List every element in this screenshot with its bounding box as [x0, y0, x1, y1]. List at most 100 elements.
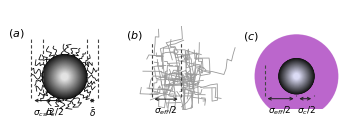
Circle shape	[44, 56, 85, 97]
Circle shape	[268, 47, 325, 105]
Circle shape	[280, 60, 313, 92]
Circle shape	[274, 54, 319, 98]
Circle shape	[271, 50, 322, 102]
Circle shape	[276, 56, 317, 97]
Circle shape	[268, 48, 325, 104]
Circle shape	[280, 60, 313, 93]
Circle shape	[282, 62, 310, 90]
Circle shape	[271, 51, 322, 101]
Circle shape	[262, 42, 331, 111]
Circle shape	[258, 37, 335, 115]
Circle shape	[255, 35, 338, 118]
Circle shape	[267, 47, 326, 106]
Circle shape	[284, 63, 309, 89]
Circle shape	[49, 61, 80, 92]
Circle shape	[276, 56, 316, 96]
Circle shape	[271, 51, 322, 102]
Circle shape	[53, 65, 76, 89]
Circle shape	[286, 66, 307, 87]
Circle shape	[282, 62, 311, 91]
Circle shape	[279, 59, 314, 93]
Circle shape	[56, 68, 74, 86]
Circle shape	[47, 59, 82, 94]
Circle shape	[269, 49, 324, 103]
Circle shape	[275, 55, 318, 98]
Circle shape	[285, 65, 308, 88]
Circle shape	[290, 70, 303, 83]
Circle shape	[282, 61, 311, 91]
Circle shape	[283, 63, 310, 89]
Circle shape	[274, 54, 319, 99]
Circle shape	[272, 52, 321, 100]
Circle shape	[278, 57, 315, 95]
Circle shape	[45, 57, 85, 97]
Circle shape	[281, 61, 312, 92]
Text: $(a)$: $(a)$	[8, 27, 24, 40]
Circle shape	[276, 56, 317, 97]
Circle shape	[57, 69, 73, 85]
Circle shape	[264, 44, 329, 108]
Circle shape	[285, 65, 308, 87]
Circle shape	[277, 57, 316, 95]
Circle shape	[282, 61, 311, 91]
Circle shape	[263, 43, 330, 110]
Circle shape	[256, 36, 337, 117]
Circle shape	[44, 56, 85, 97]
Circle shape	[50, 62, 80, 92]
Circle shape	[274, 54, 319, 98]
Circle shape	[276, 56, 316, 96]
Circle shape	[269, 49, 324, 103]
Circle shape	[292, 71, 301, 81]
Circle shape	[281, 61, 312, 92]
Circle shape	[294, 74, 299, 79]
Text: $\sigma_c/2$: $\sigma_c/2$	[45, 106, 63, 119]
Circle shape	[60, 72, 69, 82]
Circle shape	[45, 57, 85, 97]
Circle shape	[58, 71, 71, 83]
Circle shape	[62, 74, 68, 80]
Text: $\bar{\delta}$: $\bar{\delta}$	[89, 106, 96, 119]
Circle shape	[48, 61, 81, 93]
Circle shape	[280, 60, 313, 93]
Circle shape	[286, 66, 307, 86]
Circle shape	[282, 62, 311, 91]
Circle shape	[280, 60, 313, 92]
Circle shape	[274, 54, 319, 98]
Circle shape	[53, 65, 76, 89]
Circle shape	[280, 59, 313, 93]
Circle shape	[55, 67, 74, 86]
Circle shape	[52, 64, 77, 89]
Circle shape	[292, 72, 301, 81]
Circle shape	[266, 45, 327, 107]
Circle shape	[284, 64, 309, 89]
Circle shape	[48, 61, 81, 93]
Circle shape	[55, 67, 74, 86]
Circle shape	[284, 64, 309, 89]
Circle shape	[292, 72, 301, 80]
Circle shape	[46, 58, 83, 95]
Circle shape	[282, 62, 311, 91]
Circle shape	[61, 73, 69, 81]
Circle shape	[294, 74, 299, 78]
Circle shape	[267, 47, 326, 105]
Circle shape	[269, 49, 324, 104]
Text: $\sigma_{eff}/2$: $\sigma_{eff}/2$	[268, 104, 292, 117]
Circle shape	[259, 39, 333, 113]
Circle shape	[43, 55, 86, 98]
Circle shape	[288, 68, 305, 85]
Circle shape	[61, 73, 68, 80]
Circle shape	[293, 73, 299, 79]
Circle shape	[283, 63, 310, 90]
Circle shape	[257, 36, 336, 116]
Circle shape	[265, 44, 328, 108]
Circle shape	[264, 44, 329, 108]
Circle shape	[261, 41, 332, 111]
Circle shape	[268, 48, 325, 104]
Circle shape	[52, 64, 78, 90]
Circle shape	[279, 59, 314, 94]
Circle shape	[270, 50, 323, 103]
Circle shape	[291, 71, 302, 81]
Circle shape	[271, 51, 322, 102]
Circle shape	[290, 69, 303, 83]
Circle shape	[59, 71, 70, 83]
